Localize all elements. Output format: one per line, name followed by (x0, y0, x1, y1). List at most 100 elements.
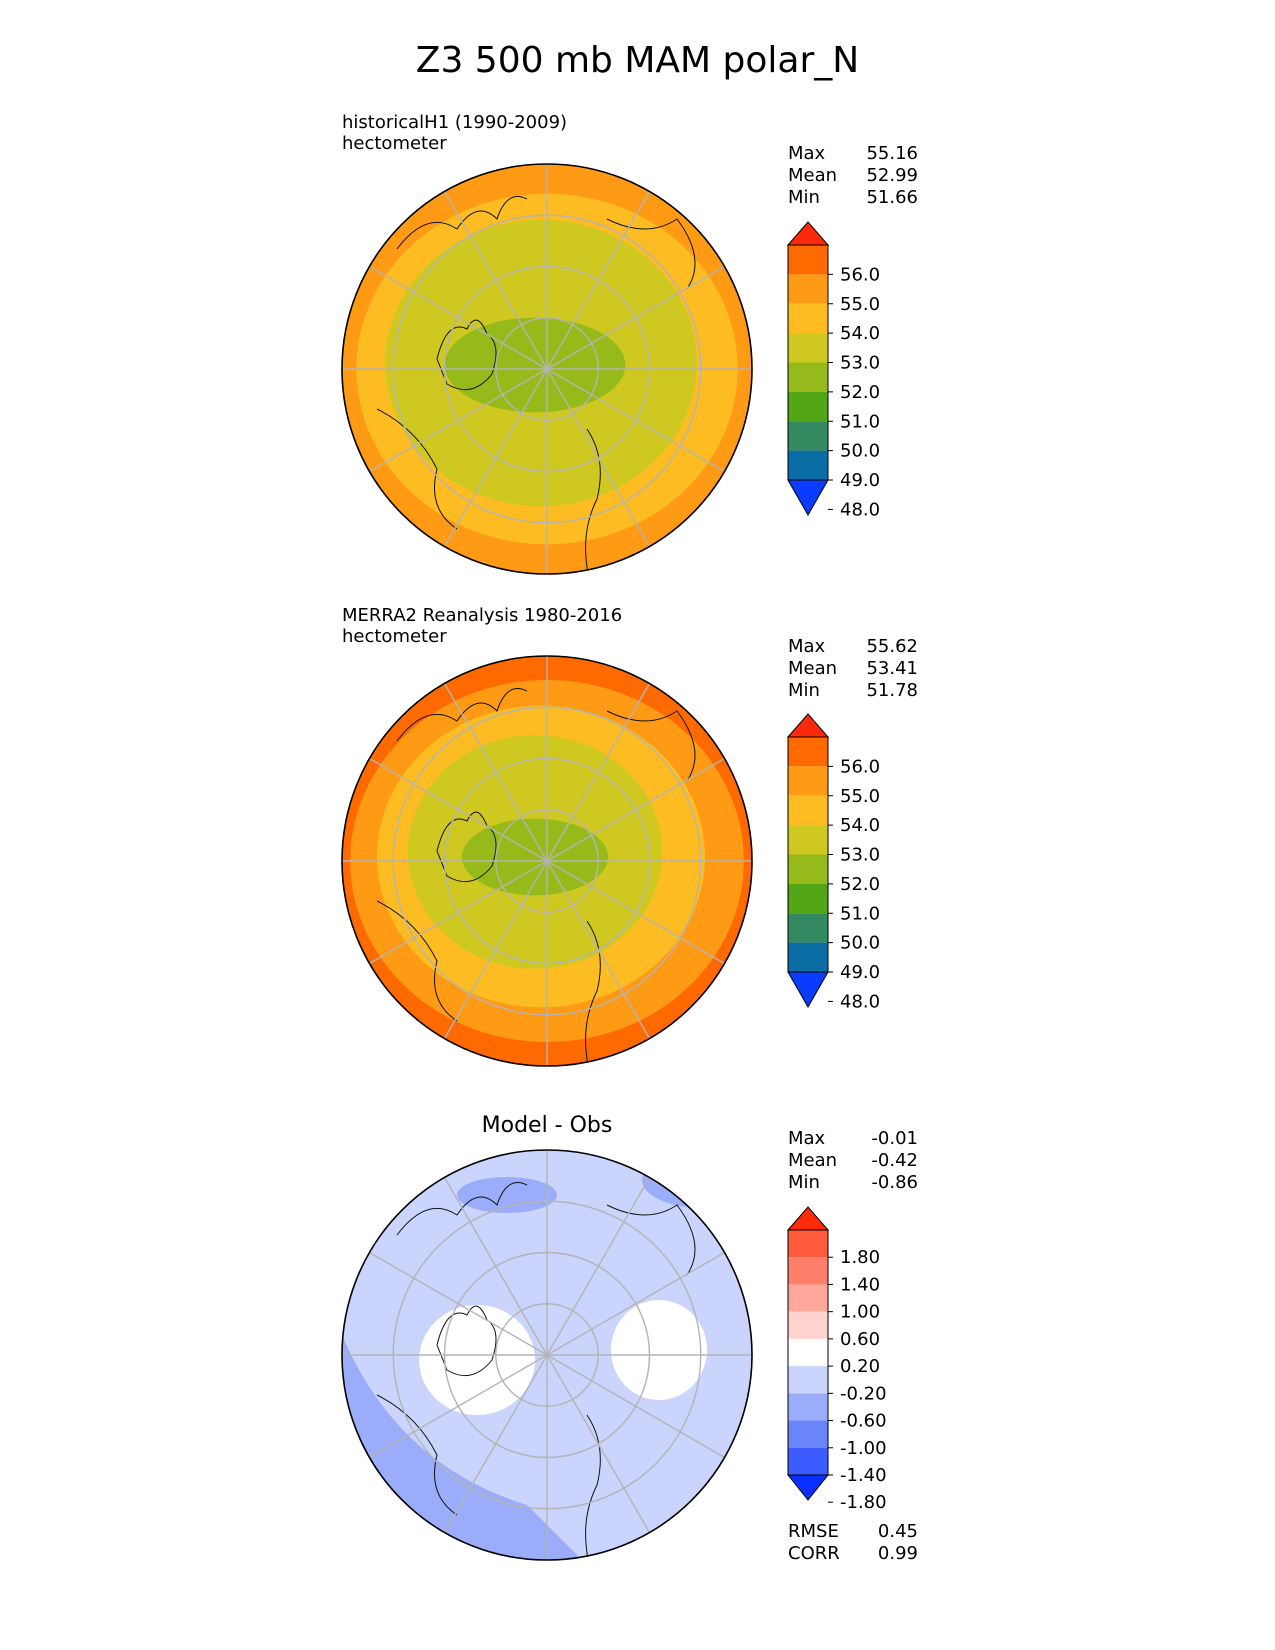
coastline-1 (396, 688, 528, 742)
map-panel-2: 56.0 55.0 54.0 53.0 52.0 51.0 50.0 49.0 48.0 (341, 655, 880, 1067)
panel1-max-label: Max (788, 143, 826, 164)
panel2-mean-value: 53.41 (866, 658, 918, 679)
field-layer (342, 656, 752, 1066)
map-boundary (341, 163, 753, 575)
colorbar-tick-label-7: 50.0 (840, 441, 880, 462)
colorbar-segment-9 (788, 1447, 828, 1475)
panel1-title: historicalH1 (1990-2009) hectometer (342, 112, 567, 154)
meridian-9 (443, 191, 548, 370)
meridian-12 (546, 757, 725, 862)
corr-label: CORR (788, 1543, 840, 1564)
meridian-2 (546, 1354, 725, 1459)
colorbar-tick-label-8: -1.00 (840, 1438, 887, 1459)
figure-title: Z3 500 mb MAM polar_N (415, 40, 860, 81)
meridian-5 (443, 1354, 548, 1533)
colorbar-segment-4 (788, 825, 828, 855)
colorbar-segment-6 (788, 1366, 828, 1394)
colorbar-segment-5 (788, 854, 828, 884)
coastline-1 (396, 196, 528, 250)
coastline-1 (396, 1182, 528, 1236)
colorbar-segment-7 (788, 913, 828, 943)
colorbar-tick-label-9: -1.40 (840, 1465, 887, 1486)
panel3-max-label: Max (788, 1128, 826, 1149)
panel2-title: MERRA2 Reanalysis 1980-2016 hectometer (342, 605, 622, 647)
rmse-label: RMSE (788, 1521, 839, 1542)
colorbar-tick-label-8: 49.0 (840, 962, 880, 983)
colorbar-tick-label-6: 51.0 (840, 903, 880, 924)
panel3-mean-label: Mean (788, 1150, 838, 1171)
panel1-case: historicalH1 (1990-2009) (342, 112, 568, 133)
panel2-mean-label: Mean (788, 658, 838, 679)
colorbar-max-extend (786, 1206, 830, 1231)
colorbar-segment-5 (788, 1338, 828, 1367)
colorbar-segment-1 (788, 1230, 828, 1258)
meridian-12 (546, 265, 725, 370)
colorbar-frame (787, 1229, 829, 1476)
colorbar-tick-label-7: -0.60 (840, 1411, 887, 1432)
panel1-mean-label: Mean (788, 165, 838, 186)
colorbar-tick-label-5: 0.20 (840, 1356, 880, 1377)
colorbar-segment-2 (788, 1257, 828, 1285)
panel3-max-value: -0.01 (871, 1128, 918, 1149)
colorbar-tick-label-9: 48.0 (840, 499, 880, 520)
map-boundary (341, 1149, 753, 1561)
colorbar-max-extend (786, 221, 830, 246)
colorbar-segment-8 (788, 942, 828, 972)
coastline-3 (585, 428, 601, 574)
meridian-9 (443, 683, 548, 862)
colorbar-tick-label-2: 1.40 (840, 1274, 880, 1295)
colorbar-tick-label-3: 1.00 (840, 1302, 880, 1323)
meridian-9 (443, 1177, 548, 1356)
colorbar-segment-8 (788, 1420, 828, 1448)
meridian-6 (369, 368, 548, 473)
meridian-2 (546, 860, 725, 965)
meridian-8 (369, 1251, 548, 1356)
panel2-stats: Max 55.62 Mean 53.41 Min 51.78 (788, 636, 918, 702)
colorbar-tick-label-8: 49.0 (840, 470, 880, 491)
panel2-min-label: Min (788, 680, 820, 701)
colorbar-segment-1 (788, 245, 828, 275)
colorbar-segment-6 (788, 883, 828, 914)
coastline-5 (376, 408, 458, 530)
colorbar-tick-label-5: 52.0 (840, 382, 880, 403)
panel1-stats: Max 55.16 Mean 52.99 Min 51.66 (788, 143, 918, 209)
meridian-3 (546, 860, 651, 1039)
colorbar-segment-1 (788, 737, 828, 767)
meridian-5 (443, 860, 548, 1039)
colorbar-segment-4 (788, 333, 828, 363)
field-layer (342, 1150, 752, 1560)
panel2-case: MERRA2 Reanalysis 1980-2016 (342, 605, 623, 626)
colorbar-tick-label-6: -0.20 (840, 1383, 887, 1404)
field-near-zero-1 (419, 1305, 535, 1415)
colorbar-2: 56.0 55.0 54.0 53.0 52.0 51.0 50.0 49.0 48.0 (786, 713, 880, 1012)
colorbar-segment-5 (788, 362, 828, 392)
colorbar-tick-label-1: 1.80 (840, 1247, 880, 1268)
meridian-11 (546, 1177, 651, 1356)
coastline-3 (585, 920, 601, 1066)
colorbar-tick-label-2: 55.0 (840, 786, 880, 807)
colorbar-segment-7 (788, 421, 828, 451)
coastline-4 (606, 218, 696, 290)
colorbar-tick-label-3: 54.0 (840, 815, 880, 836)
meridian-6 (369, 1354, 548, 1459)
colorbar-max-extend (786, 713, 830, 738)
panel1-max-value: 55.16 (866, 143, 918, 164)
panel1-units: hectometer (342, 133, 447, 154)
panel1-min-label: Min (788, 187, 820, 208)
panel2-min-value: 51.78 (866, 680, 918, 701)
meridian-12 (546, 1251, 725, 1356)
colorbar-tick-label-1: 56.0 (840, 756, 880, 777)
panel1-mean-value: 52.99 (866, 165, 918, 186)
colorbar-tick-label-4: 53.0 (840, 845, 880, 866)
colorbar-segment-2 (788, 766, 828, 796)
colorbar-3: 1.80 1.40 1.00 0.60 0.20 -0.20 -0.60 -1.00 -1.40… (786, 1206, 887, 1513)
panel3-title: Model - Obs (481, 1113, 613, 1138)
colorbar-segment-3 (788, 303, 828, 334)
colorbar-segment-7 (788, 1393, 828, 1421)
field-negative-patch-2 (642, 1152, 752, 1208)
meridian-11 (546, 191, 651, 370)
colorbar-min-extend (786, 1474, 830, 1501)
colorbar-segment-4 (788, 1311, 828, 1339)
panel3-mean-value: -0.42 (871, 1150, 918, 1171)
panel3-min-label: Min (788, 1172, 820, 1193)
